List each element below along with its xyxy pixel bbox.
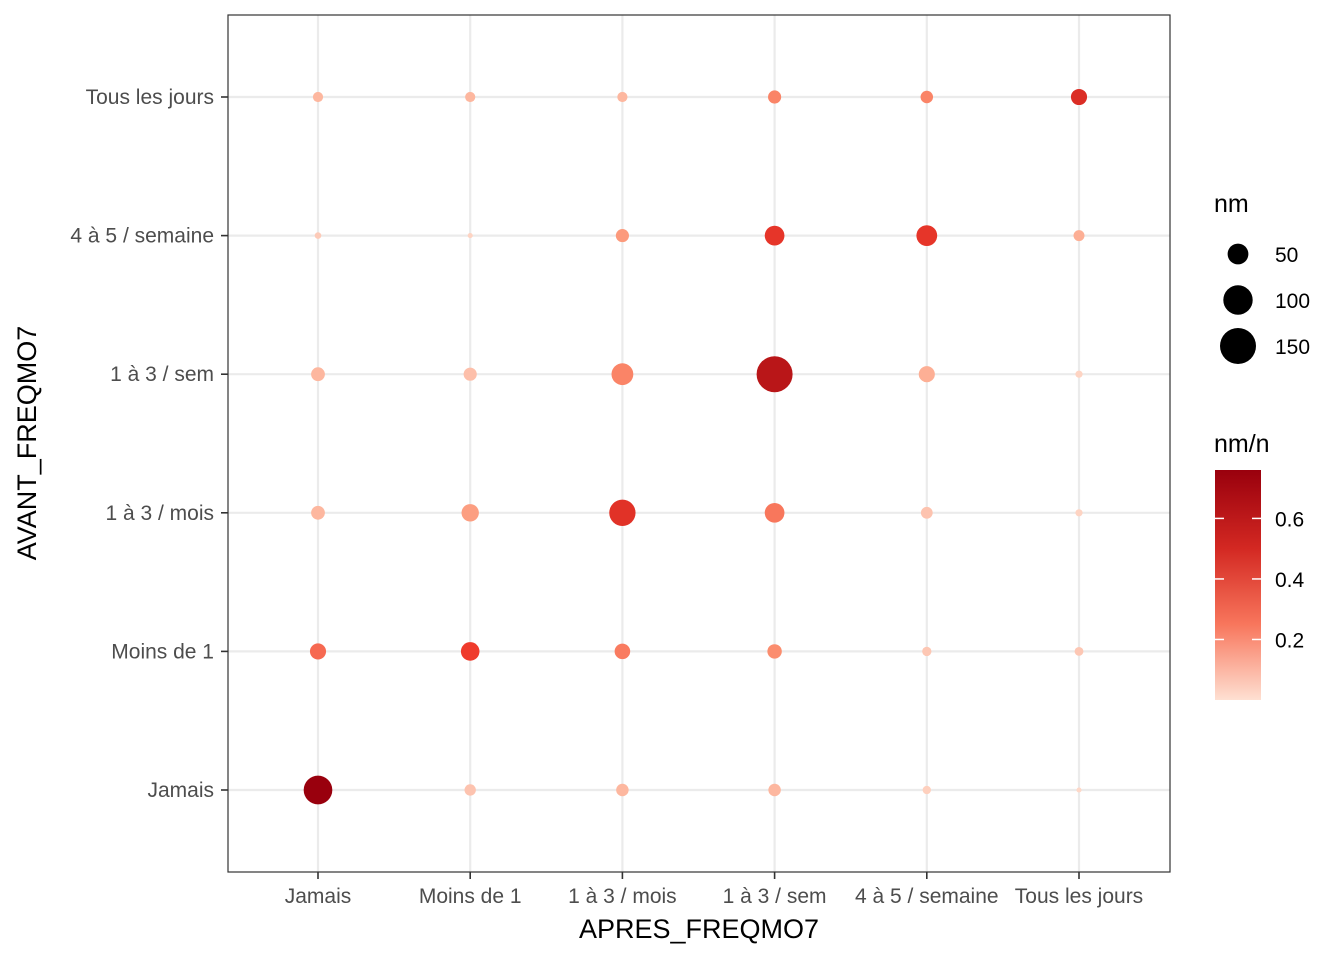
size-legend-label: 150	[1275, 336, 1310, 359]
color-legend: nm/n 0.2 0.4 0.6	[1214, 430, 1305, 700]
data-point	[312, 91, 324, 103]
data-point	[918, 366, 935, 383]
data-point	[609, 499, 636, 526]
y-tick-label: 1 à 3 / mois	[105, 502, 214, 525]
data-point	[314, 232, 322, 239]
x-tick-label: 1 à 3 / mois	[568, 885, 677, 908]
color-legend-label: 0.2	[1275, 629, 1304, 652]
x-tick-label: 4 à 5 / semaine	[855, 885, 999, 908]
data-point	[1075, 509, 1083, 517]
x-tick-label: Jamais	[285, 885, 352, 908]
data-point	[1076, 787, 1082, 793]
data-point	[764, 502, 785, 523]
x-tick-label: 1 à 3 / sem	[723, 885, 827, 908]
y-tick-label: Tous les jours	[86, 86, 214, 109]
size-legend: nm 50 100 150	[1214, 190, 1310, 364]
plot-panel-border	[227, 14, 1171, 873]
data-point	[1075, 370, 1083, 378]
data-point	[311, 505, 325, 520]
data-point	[611, 363, 634, 386]
data-point	[1074, 646, 1084, 656]
size-legend-label: 100	[1275, 290, 1310, 313]
data-point	[311, 367, 325, 382]
data-points	[303, 88, 1088, 805]
size-legend-key	[1220, 328, 1256, 364]
y-tick-label: Moins de 1	[111, 640, 214, 663]
y-tick-label: 1 à 3 / sem	[110, 363, 214, 386]
data-point	[614, 643, 631, 660]
data-point	[1073, 230, 1085, 242]
data-point	[922, 785, 931, 795]
color-bar	[1215, 470, 1261, 700]
data-point	[461, 504, 479, 522]
size-legend-label: 50	[1275, 244, 1298, 267]
y-axis-title: AVANT_FREQMO7	[12, 326, 42, 561]
size-legend-key	[1223, 285, 1253, 315]
data-point	[920, 90, 934, 104]
size-legend-title: nm	[1214, 190, 1249, 218]
data-point	[756, 356, 793, 393]
data-point	[1070, 88, 1088, 106]
data-point	[303, 775, 333, 805]
data-point	[767, 644, 782, 659]
data-point	[463, 367, 477, 381]
color-legend-title: nm/n	[1214, 430, 1270, 458]
x-tick-label: Tous les jours	[1015, 885, 1143, 908]
data-point	[916, 225, 938, 246]
data-point	[764, 225, 785, 246]
size-legend-key	[1227, 243, 1249, 265]
data-point	[464, 784, 476, 796]
x-tick-label: Moins de 1	[419, 885, 522, 908]
grid-lines	[228, 15, 1170, 872]
y-tick-label: Jamais	[147, 779, 214, 802]
data-point	[616, 783, 629, 797]
x-axis-title: APRES_FREQMO7	[579, 914, 819, 944]
data-point	[922, 646, 932, 657]
data-point	[617, 91, 628, 103]
y-tick-label: 4 à 5 / semaine	[70, 225, 214, 248]
data-point	[309, 643, 327, 660]
color-legend-label: 0.6	[1275, 508, 1304, 531]
data-point	[460, 642, 480, 661]
data-point	[920, 506, 933, 519]
data-point	[465, 91, 476, 103]
data-point	[768, 90, 782, 104]
data-point	[615, 229, 629, 243]
x-axis: Jamais Moins de 1 1 à 3 / mois 1 à 3 / sem 4…	[285, 872, 1143, 908]
color-legend-label: 0.4	[1275, 569, 1305, 592]
y-axis: Jamais Moins de 1 1 à 3 / mois 1 à 3 / sem 4…	[70, 86, 228, 802]
data-point	[467, 233, 473, 239]
data-point	[768, 783, 781, 797]
